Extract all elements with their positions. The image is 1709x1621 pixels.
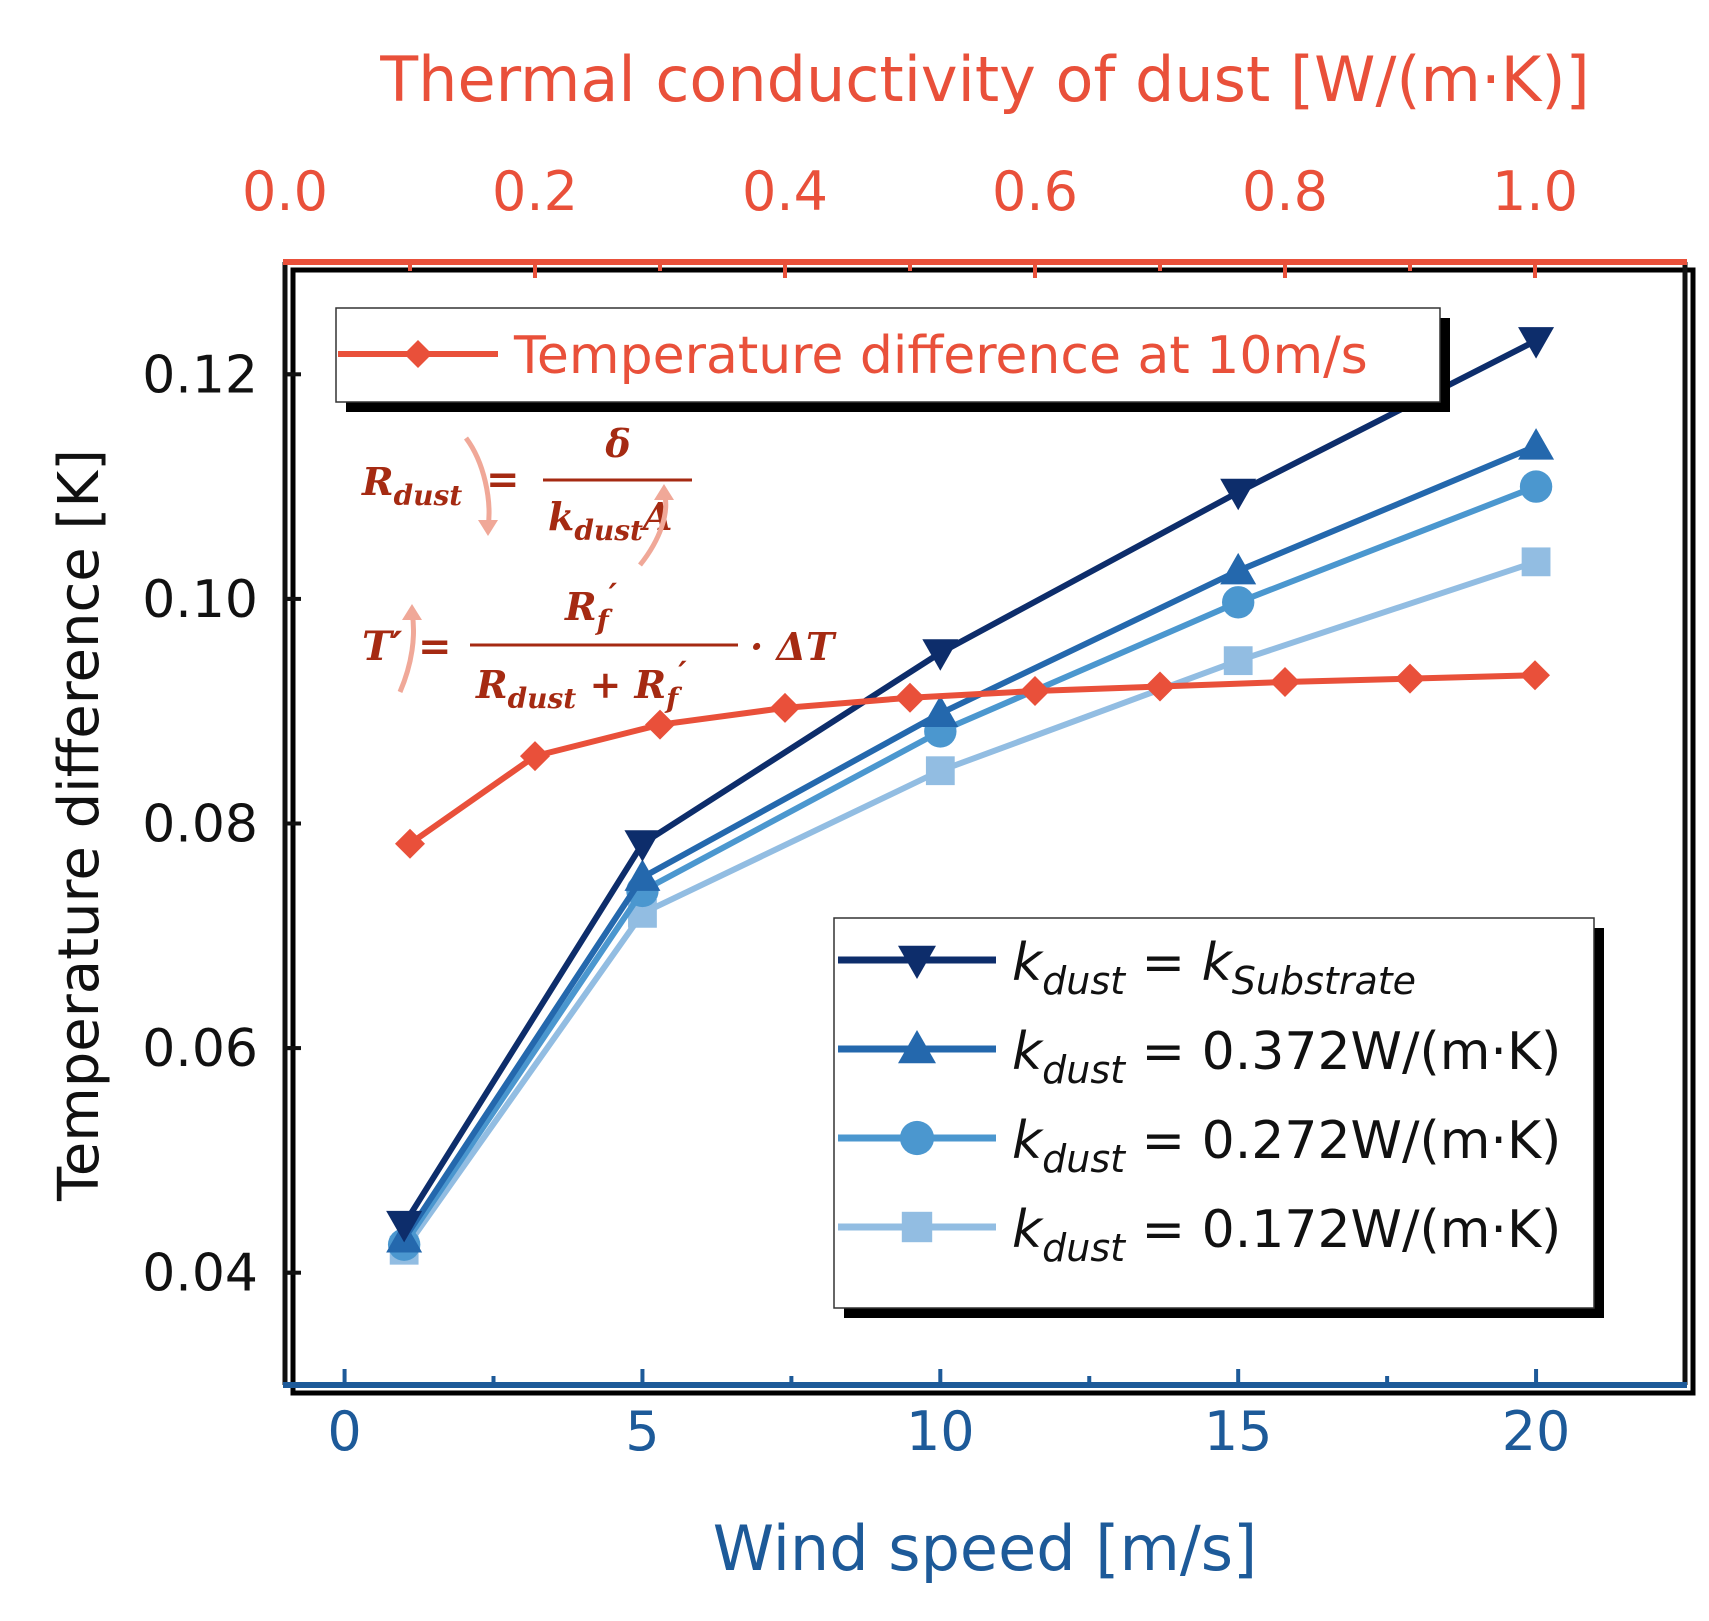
x-bottom-tick-label: 10 <box>906 1400 975 1463</box>
series-point-s1 <box>1220 478 1257 511</box>
series-point-s4 <box>925 756 955 786</box>
series-line-top <box>408 672 1536 847</box>
series-point-s1 <box>386 1210 423 1243</box>
series-point-s4 <box>1521 547 1551 577</box>
x-bottom-axis-title: Wind speed [m/s] <box>713 1512 1258 1585</box>
series-point-top <box>1145 671 1175 702</box>
legend-marker-s4 <box>901 1211 933 1243</box>
x-bottom-tick-label: 20 <box>1502 1400 1571 1463</box>
f1-lhs: R <box>361 459 394 504</box>
y-axis-title: Temperature difference [K] <box>47 449 112 1202</box>
series-point-s2 <box>624 859 661 891</box>
f2-den2: R <box>634 662 667 707</box>
f1-den-sub: dust <box>574 514 643 547</box>
series-point-s1 <box>922 639 959 671</box>
x-top-tick-label: 0.2 <box>492 160 578 223</box>
f2-num: R <box>564 584 597 629</box>
x-bottom-tick-label: 5 <box>625 1400 659 1463</box>
down-arrow-head-icon <box>478 520 498 536</box>
x-top-tick-label: 1.0 <box>1492 160 1578 223</box>
svg-text:Rdust + Rf′: Rdust + Rf′ <box>475 654 687 715</box>
f2-den1: R <box>475 662 508 707</box>
legend-marker-s3 <box>899 1120 935 1156</box>
series-point-s3 <box>1221 586 1255 619</box>
down-arrow-icon <box>463 436 492 529</box>
y-tick-label: 0.08 <box>142 795 258 855</box>
series-point-top <box>1395 663 1425 694</box>
legend-marker-s1 <box>898 945 936 979</box>
f1-lhs-sub: dust <box>394 479 463 512</box>
legend-top-diamond-icon <box>404 340 432 368</box>
conductivity-series <box>395 660 1550 859</box>
f2-eq: = <box>418 623 452 670</box>
frame-shadow <box>290 267 1696 1396</box>
f2-lhs: T′ <box>362 623 403 670</box>
y-tick-label: 0.12 <box>142 345 258 405</box>
y-tick-label: 0.10 <box>142 570 258 630</box>
x-top-tick-label: 0.0 <box>242 160 328 223</box>
svg-text:Rf′: Rf′ <box>564 576 618 637</box>
f1-den: k <box>548 494 574 539</box>
x-top-tick-label: 0.4 <box>742 160 828 223</box>
legend-label-s3: kdust = 0.272W/(m·K) <box>1012 1111 1561 1181</box>
svg-text:kdustA: kdustA <box>548 494 672 547</box>
x-top-axis-title: Thermal conductivity of dust [W/(m·K)] <box>379 43 1589 116</box>
x-top-tick-label: 0.8 <box>1242 160 1328 223</box>
legend-bottom: kdust = kSubstrate kdust = 0.372W/(m·K) kd… <box>833 917 1604 1318</box>
series-point-s1 <box>624 830 661 862</box>
legend-marker-s2 <box>898 1030 936 1064</box>
f1-numerator: δ <box>604 421 630 466</box>
legend-label-s4: kdust = 0.172W/(m·K) <box>1012 1200 1561 1270</box>
x-bottom-tick-label: 0 <box>327 1400 361 1463</box>
series-point-top <box>1270 667 1300 698</box>
series-point-s2 <box>922 695 959 727</box>
series-point-top <box>895 682 925 713</box>
y-tick-label: 0.04 <box>142 1244 258 1304</box>
x-top-ticks: 0.0 0.2 0.4 0.6 0.8 1.0 <box>242 160 1578 278</box>
series-point-s2 <box>1518 428 1555 460</box>
series-point-top <box>520 741 550 772</box>
y-ticks: 0.04 0.06 0.08 0.10 0.12 <box>142 345 301 1304</box>
series-point-top <box>395 828 425 859</box>
f2-num-prime: ′ <box>609 576 618 614</box>
f1-eq: = <box>486 456 520 503</box>
y-tick-label: 0.06 <box>142 1019 258 1079</box>
series-point-top <box>770 692 800 723</box>
x-top-tick-label: 0.6 <box>992 160 1078 223</box>
x-bottom-ticks: 0 5 10 15 20 <box>327 1369 1570 1463</box>
wind-speed-series <box>386 327 1555 1265</box>
legend-label-s1: kdust = kSubstrate <box>1012 933 1416 1003</box>
up-arrow-head-icon <box>654 484 674 500</box>
legend-label-s2: kdust = 0.372W/(m·K) <box>1012 1022 1561 1092</box>
svg-text:Rdust: Rdust <box>361 459 462 512</box>
legend-top: Temperature difference at 10m/s <box>335 307 1450 412</box>
series-point-s2 <box>1220 552 1257 585</box>
f2-plus: + <box>576 662 634 707</box>
series-point-top <box>1020 675 1050 706</box>
formula-annotations: Rdust = δ kdustA T′ = Rf′ Rdust + Rf′ · … <box>361 421 837 715</box>
series-point-top <box>1520 660 1550 691</box>
legend-top-label: Temperature difference at 10m/s <box>513 326 1368 386</box>
series-point-s4 <box>1223 646 1253 676</box>
f2-den1-sub: dust <box>508 682 577 715</box>
series-point-s3 <box>1519 470 1553 503</box>
x-bottom-tick-label: 15 <box>1204 1400 1273 1463</box>
series-point-top <box>645 709 675 740</box>
f2-tail: · ΔT <box>750 624 837 669</box>
f2-den2-prime: ′ <box>678 654 687 692</box>
up-arrow-head-icon-2 <box>402 604 422 620</box>
series-point-s1 <box>1518 327 1555 359</box>
